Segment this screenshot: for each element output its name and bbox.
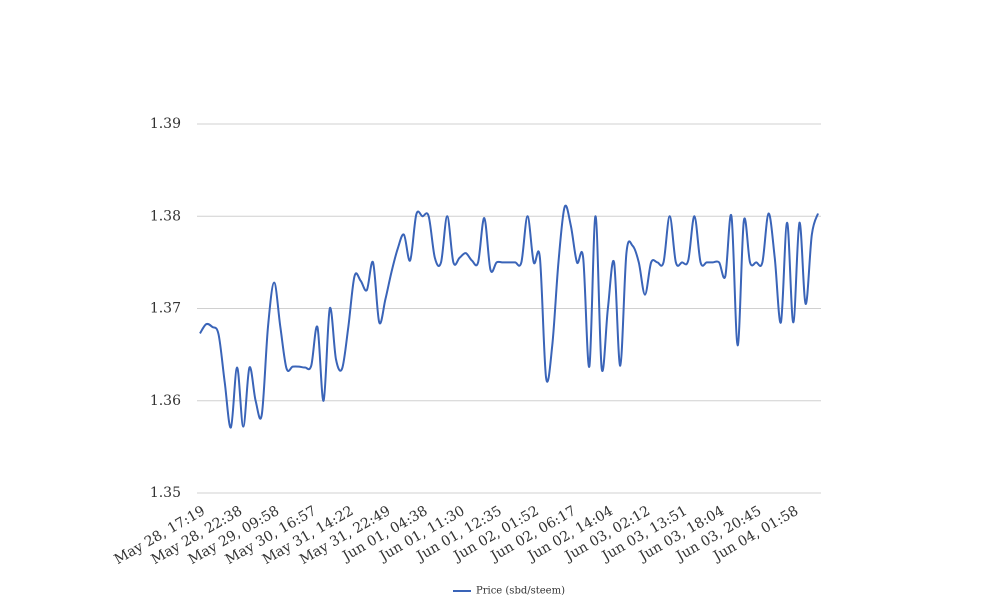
legend-label: Price (sbd/steem): [476, 586, 565, 597]
y-tick-label: 1.39: [150, 116, 181, 132]
y-tick-label: 1.37: [150, 301, 181, 317]
y-tick-label: 1.36: [150, 393, 181, 409]
price-line: [199, 204, 819, 429]
y-tick-label: 1.35: [150, 485, 181, 501]
y-tick-label: 1.38: [150, 208, 181, 224]
